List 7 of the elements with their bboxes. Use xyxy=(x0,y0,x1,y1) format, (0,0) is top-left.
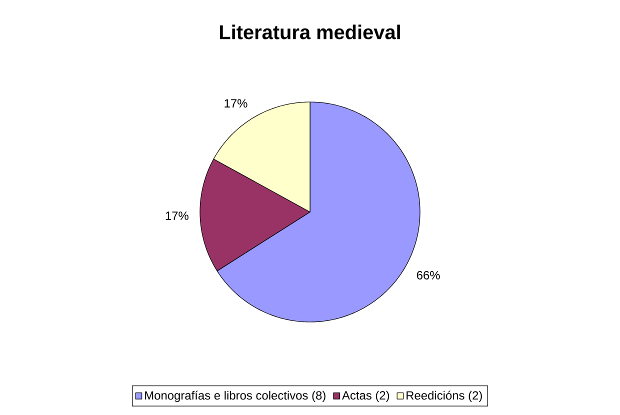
data-label: 66% xyxy=(416,271,440,280)
data-label: 17% xyxy=(224,99,248,108)
legend-label: Monografías e libros colectivos (8) xyxy=(145,390,326,402)
legend-label: Actas (2) xyxy=(342,390,390,402)
legend-label: Reedicións (2) xyxy=(406,390,482,402)
data-label: 17% xyxy=(166,212,188,220)
chart-title: Literatura medieval xyxy=(220,24,400,40)
